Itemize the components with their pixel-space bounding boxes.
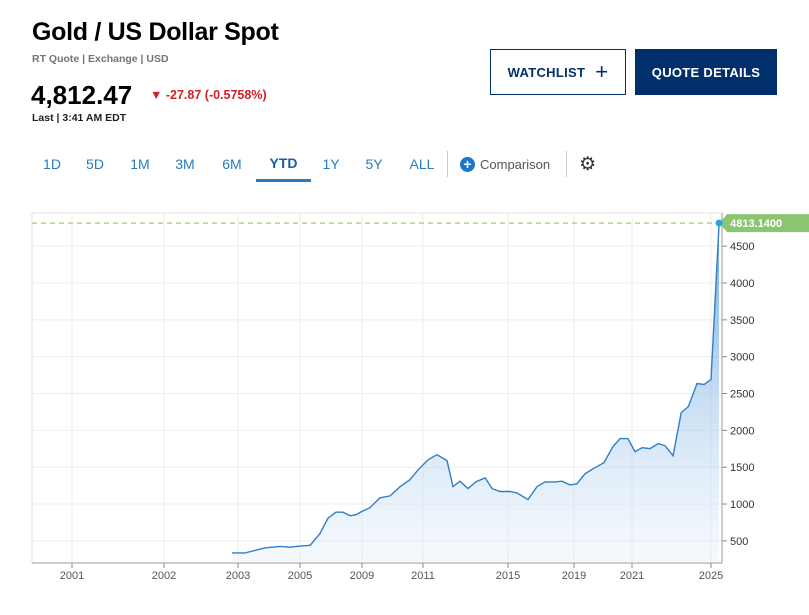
- comparison-label: Comparison: [480, 156, 551, 172]
- x-tick-label: 2021: [620, 570, 644, 582]
- area-fill: [232, 223, 720, 563]
- tab-all[interactable]: ALL: [409, 156, 435, 172]
- page-title: Gold / US Dollar Spot: [32, 18, 279, 46]
- quote-details-button[interactable]: QUOTE DETAILS: [635, 49, 777, 95]
- down-arrow-icon: ▼: [150, 88, 163, 102]
- x-tick-label: 2002: [152, 570, 176, 582]
- tab-1d[interactable]: 1D: [43, 156, 61, 172]
- y-tick-label: 2000: [730, 425, 754, 437]
- tab-5d[interactable]: 5D: [86, 156, 104, 172]
- y-tick-label: 1000: [730, 499, 754, 511]
- tab-6m[interactable]: 6M: [222, 156, 242, 172]
- add-circle-icon: +: [460, 156, 475, 172]
- plus-icon: +: [595, 59, 609, 84]
- x-tick-label: 2001: [60, 570, 84, 582]
- tab-1y[interactable]: 1Y: [322, 156, 340, 172]
- y-tick-label: 3500: [730, 315, 754, 327]
- x-tick-label: 2011: [411, 570, 435, 582]
- x-tick-label: 2009: [350, 570, 374, 582]
- watchlist-button[interactable]: WATCHLIST +: [490, 49, 626, 95]
- y-tick-label: 2500: [730, 389, 754, 401]
- y-tick-label: 1500: [730, 462, 754, 474]
- last-price-dot: [715, 219, 723, 227]
- price-line: [232, 223, 720, 554]
- x-tick-label: 2019: [562, 570, 586, 582]
- last-price-tag: [719, 214, 809, 233]
- x-tick-label: 2005: [288, 570, 312, 582]
- quote-subtitle: RT Quote | Exchange | USD: [32, 53, 169, 65]
- last-price-label: 4813.1400: [730, 218, 782, 230]
- last-price: 4,812.47: [31, 80, 133, 110]
- y-tick-label: 4000: [730, 278, 754, 290]
- comparison-button[interactable]: + Comparison: [460, 156, 551, 172]
- price-change: ▼ -27.87 (-0.5758%): [150, 88, 267, 102]
- tab-3m[interactable]: 3M: [175, 156, 195, 172]
- divider: [447, 151, 448, 177]
- tab-ytd[interactable]: YTD: [256, 146, 311, 182]
- y-tick-label: 4500: [730, 241, 754, 253]
- x-tick-label: 2003: [226, 570, 250, 582]
- x-tick-label: 2015: [496, 570, 520, 582]
- watchlist-label: WATCHLIST: [507, 64, 586, 80]
- time-range-tabs: 1D 5D 1M 3M 6M YTD 1Y 5Y ALL + Comparison…: [32, 146, 596, 182]
- divider: [566, 151, 568, 177]
- price-change-value: -27.87 (-0.5758%): [165, 88, 267, 102]
- gear-icon[interactable]: ⚙: [579, 153, 597, 175]
- last-time: Last | 3:41 AM EDT: [32, 112, 127, 124]
- y-tick-label: 500: [730, 536, 748, 548]
- tab-1m[interactable]: 1M: [130, 156, 150, 172]
- x-tick-label: 2025: [699, 570, 723, 582]
- tab-5y[interactable]: 5Y: [365, 156, 383, 172]
- y-tick-label: 3000: [730, 352, 754, 364]
